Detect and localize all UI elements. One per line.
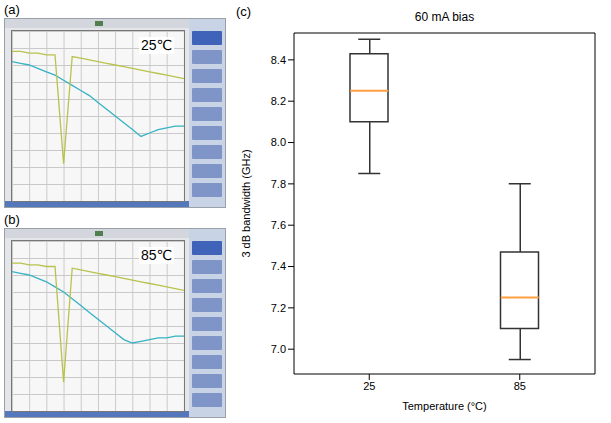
svg-text:7.6: 7.6 xyxy=(271,219,286,231)
svg-text:8.2: 8.2 xyxy=(271,95,286,107)
svg-text:8.4: 8.4 xyxy=(271,54,286,66)
svg-text:25: 25 xyxy=(363,380,375,392)
html-text:85℃: 85℃ xyxy=(141,247,173,263)
html-text:25℃: 25℃ xyxy=(141,37,173,53)
html-text:60 mA bias: 60 mA bias xyxy=(414,10,475,24)
svg-text:Temperature (°C): Temperature (°C) xyxy=(402,400,486,412)
svg-text:7.2: 7.2 xyxy=(271,302,286,314)
svg-text:3 dB bandwidth (GHz): 3 dB bandwidth (GHz) xyxy=(240,149,252,257)
html-text:(b): (b) xyxy=(4,212,20,227)
svg-text:8.0: 8.0 xyxy=(271,136,286,148)
svg-text:7.0: 7.0 xyxy=(271,343,286,355)
html-text:(c): (c) xyxy=(236,4,252,19)
svg-text:85: 85 xyxy=(514,380,526,392)
html-text:(a): (a) xyxy=(4,2,20,17)
svg-text:7.8: 7.8 xyxy=(271,178,286,190)
svg-text:7.4: 7.4 xyxy=(271,260,286,272)
